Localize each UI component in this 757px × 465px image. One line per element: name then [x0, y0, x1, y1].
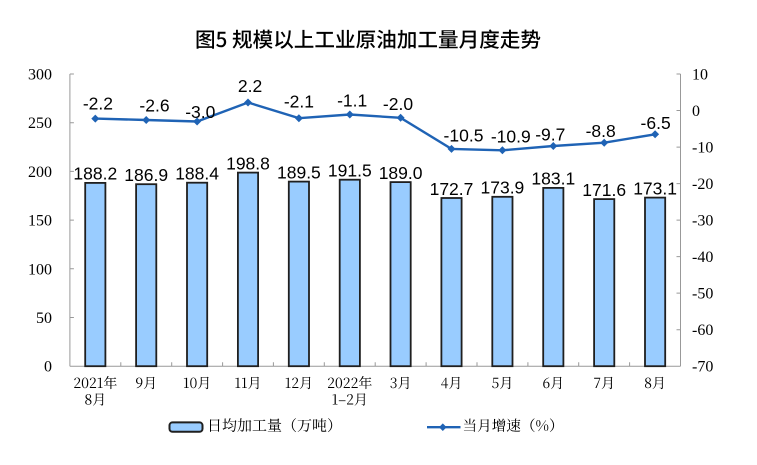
svg-text:189.5: 189.5 — [277, 162, 321, 182]
svg-text:-10.9: -10.9 — [491, 127, 531, 147]
svg-text:188.2: 188.2 — [73, 164, 117, 184]
svg-text:50: 50 — [36, 310, 52, 327]
svg-text:189.0: 189.0 — [379, 163, 423, 183]
svg-text:171.6: 171.6 — [582, 180, 626, 200]
svg-text:172.7: 172.7 — [430, 179, 474, 199]
svg-text:-10.5: -10.5 — [444, 126, 484, 146]
svg-text:186.9: 186.9 — [124, 165, 168, 185]
svg-text:300: 300 — [28, 67, 52, 84]
svg-text:100: 100 — [28, 261, 52, 278]
svg-text:-3.0: -3.0 — [185, 102, 215, 122]
svg-text:-50: -50 — [692, 286, 713, 303]
svg-text:150: 150 — [28, 213, 52, 230]
svg-text:198.8: 198.8 — [226, 153, 270, 173]
svg-text:-40: -40 — [692, 249, 713, 266]
svg-text:0: 0 — [44, 359, 52, 376]
svg-text:-2.1: -2.1 — [284, 92, 314, 112]
svg-text:-10: -10 — [692, 140, 713, 157]
svg-text:-2.0: -2.0 — [383, 94, 413, 114]
svg-text:173.9: 173.9 — [481, 178, 525, 198]
svg-text:250: 250 — [28, 115, 52, 132]
svg-text:-1.1: -1.1 — [337, 91, 367, 111]
svg-text:10: 10 — [692, 67, 708, 84]
svg-text:-60: -60 — [692, 322, 713, 339]
svg-text:2.2: 2.2 — [238, 76, 262, 96]
svg-text:191.5: 191.5 — [328, 161, 372, 181]
svg-text:-9.7: -9.7 — [535, 125, 565, 145]
svg-text:-2.2: -2.2 — [83, 94, 113, 114]
svg-text:-8.8: -8.8 — [586, 121, 616, 141]
svg-text:173.1: 173.1 — [633, 178, 677, 198]
svg-text:-6.5: -6.5 — [641, 113, 671, 133]
svg-text:0: 0 — [692, 103, 700, 120]
svg-text:-70: -70 — [692, 359, 713, 376]
svg-text:-2.6: -2.6 — [139, 96, 169, 116]
svg-text:-30: -30 — [692, 213, 713, 230]
svg-text:200: 200 — [28, 164, 52, 181]
svg-text:-20: -20 — [692, 176, 713, 193]
svg-text:188.4: 188.4 — [175, 164, 219, 184]
svg-text:183.1: 183.1 — [531, 169, 575, 189]
